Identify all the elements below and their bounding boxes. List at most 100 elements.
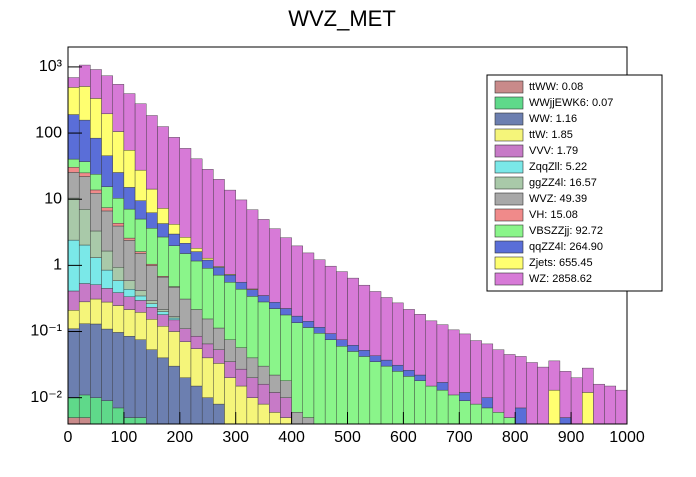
bar-segment [123, 280, 136, 290]
bar-segment [380, 359, 393, 367]
bar-segment [559, 371, 572, 418]
bar-segment [134, 200, 147, 220]
axes: 10⁻² 10⁻¹ 1 10 100 10³ 0 100 200 300 400 500 600 700 8… [30, 58, 644, 446]
bar-segment [201, 343, 214, 359]
x-tick-label: 500 [334, 429, 361, 446]
bar-segment [492, 412, 505, 425]
bar-segment [168, 365, 180, 425]
bar-segment [503, 417, 516, 425]
bar-segment [90, 397, 102, 425]
legend-swatch [494, 144, 524, 158]
bar-segment [347, 351, 359, 425]
bar-segment [246, 357, 259, 378]
bar-segment [324, 339, 337, 425]
bar-segment [134, 417, 147, 425]
bar-segment [246, 296, 259, 359]
bar-segment [78, 283, 91, 303]
bar-segment [358, 284, 371, 351]
bar-segment [570, 377, 583, 425]
bar-segment [157, 208, 169, 224]
bar-segment [90, 189, 102, 194]
bar-segment [168, 224, 180, 235]
bar-segment [291, 322, 303, 413]
bar-segment [101, 155, 113, 187]
bar-segment [257, 403, 270, 425]
bar-segment [67, 310, 80, 329]
bar-segment [90, 230, 102, 258]
bar-segment [269, 308, 281, 376]
bar-segment [302, 327, 315, 418]
bar-segment [112, 292, 125, 306]
bar-segment [436, 324, 449, 383]
legend-swatch [494, 128, 524, 142]
bar-segment [280, 417, 292, 425]
legend-label: VH: 15.08 [529, 209, 578, 221]
chart-title: WVZ_MET [288, 6, 396, 31]
bar-segment [101, 113, 113, 156]
bar-segment [190, 348, 203, 387]
legend-swatch [494, 208, 524, 222]
bar-segment [369, 355, 382, 362]
legend-swatch [494, 192, 524, 206]
bar-segment [179, 298, 192, 329]
bar-segment [112, 267, 125, 281]
bar-segment [358, 350, 371, 357]
bar-segment [157, 276, 169, 310]
bar-segment [157, 326, 169, 359]
bar-segment [615, 389, 628, 425]
bar-segment [123, 149, 136, 188]
bar-segment [90, 69, 102, 99]
bar-segment [291, 412, 303, 425]
bar-segment [134, 295, 147, 301]
bar-segment [201, 169, 214, 259]
bar-segment [403, 376, 415, 425]
bar-segment [414, 374, 426, 381]
bar-segment [123, 237, 136, 241]
bar-segment [257, 295, 270, 303]
x-tick-label: 900 [558, 429, 585, 446]
bar-segment [190, 251, 203, 262]
bar-segment [67, 87, 80, 115]
bar-segment [179, 328, 192, 342]
bar-segment [369, 291, 382, 356]
bar-segment [101, 400, 113, 425]
bar-segment [604, 385, 617, 425]
legend: ttWW: 0.08 WWjjEWK6: 0.07 WW: 1.16 ttW: 1.8… [486, 74, 663, 292]
bar-segment [280, 314, 292, 381]
bar-segment [157, 126, 169, 209]
bar-segment [347, 277, 359, 346]
legend-swatch [494, 256, 524, 270]
bar-segment [201, 259, 214, 269]
bar-segment [146, 115, 158, 190]
bar-segment [134, 253, 147, 291]
bar-segment [146, 212, 158, 229]
bar-segment [157, 223, 169, 238]
bar-segment [157, 311, 169, 315]
bar-segment [67, 290, 80, 311]
bar-segment [112, 332, 125, 409]
bar-segment [201, 318, 214, 345]
bar-segment [257, 365, 270, 385]
bar-segment [515, 356, 527, 409]
bar-segment [246, 377, 259, 398]
y-tick-label: 10³ [39, 58, 63, 75]
bar-segment [358, 356, 371, 425]
bar-segment [201, 397, 214, 425]
legend-label: WVZ: 49.39 [529, 193, 587, 205]
bar-segment [447, 394, 460, 425]
bar-segment [235, 281, 248, 290]
legend-swatch [494, 176, 524, 190]
bar-segment [235, 347, 248, 370]
legend-swatch [494, 224, 524, 238]
bar-segment [146, 349, 158, 425]
bar-segment [78, 323, 91, 396]
bar-segment [123, 93, 136, 151]
bar-segment [179, 243, 192, 254]
legend-label: WW: 1.16 [529, 113, 577, 125]
bar-segment [78, 301, 91, 324]
bar-segment [190, 309, 203, 337]
bar-segment [146, 319, 158, 350]
bar-segment [213, 349, 225, 364]
bar-segment [112, 223, 125, 227]
